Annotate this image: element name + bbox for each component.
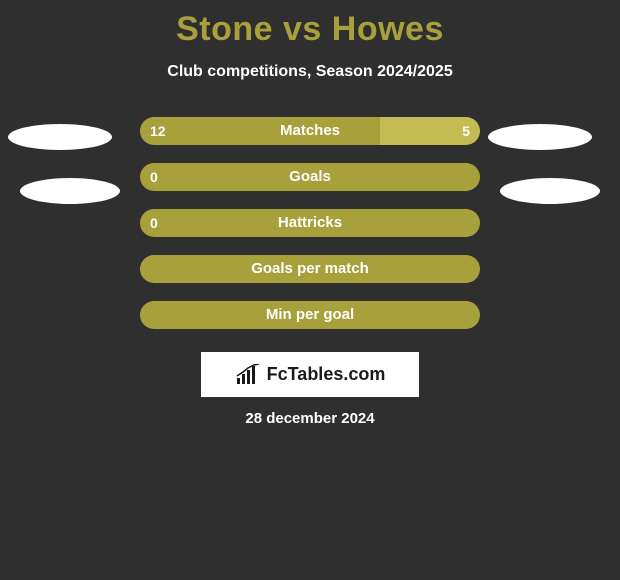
page-title: Stone vs Howes xyxy=(0,0,620,49)
subtitle: Club competitions, Season 2024/2025 xyxy=(0,63,620,81)
stat-row: Min per goal xyxy=(0,301,620,329)
bar-chart-icon xyxy=(235,364,263,386)
stat-label: Hattricks xyxy=(140,209,480,237)
stat-row: 0 Hattricks xyxy=(0,209,620,237)
stat-label: Goals per match xyxy=(140,255,480,283)
stat-label: Matches xyxy=(140,117,480,145)
stat-label: Goals xyxy=(140,163,480,191)
date-label: 28 december 2024 xyxy=(0,410,620,427)
stat-bar: Goals per match xyxy=(140,255,480,283)
stat-bar: Min per goal xyxy=(140,301,480,329)
stats-area: 12 Matches 5 0 Goals 0 Hattricks xyxy=(0,117,620,329)
stat-bar: 0 Goals xyxy=(140,163,480,191)
comparison-widget: Stone vs Howes Club competitions, Season… xyxy=(0,0,620,580)
logo-text: FcTables.com xyxy=(267,364,386,385)
stat-row: 12 Matches 5 xyxy=(0,117,620,145)
stat-label: Min per goal xyxy=(140,301,480,329)
stat-row: Goals per match xyxy=(0,255,620,283)
stat-bar: 12 Matches 5 xyxy=(140,117,480,145)
stat-value-right: 5 xyxy=(462,117,470,145)
fctables-logo[interactable]: FcTables.com xyxy=(201,352,419,397)
logo-content: FcTables.com xyxy=(235,364,386,386)
stat-bar: 0 Hattricks xyxy=(140,209,480,237)
stat-row: 0 Goals xyxy=(0,163,620,191)
